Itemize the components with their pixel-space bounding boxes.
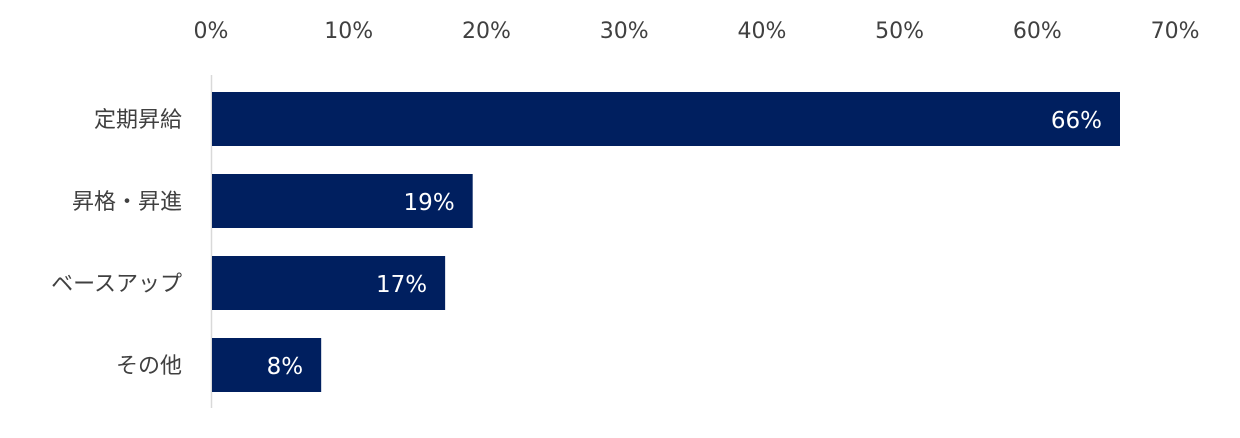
x-tick-label: 50% [875, 19, 924, 44]
bar [212, 174, 473, 228]
category-label: ベースアップ [51, 272, 182, 297]
category-label: その他 [116, 354, 182, 379]
category-label: 定期昇給 [94, 108, 182, 133]
x-tick-label: 0% [194, 19, 229, 44]
category-label: 昇格・昇進 [72, 190, 182, 215]
x-tick-label: 30% [600, 19, 649, 44]
data-label: 19% [404, 190, 455, 216]
data-label: 8% [267, 354, 304, 380]
x-tick-label: 60% [1013, 19, 1062, 44]
bar [212, 338, 322, 392]
x-tick-label: 20% [462, 19, 511, 44]
x-tick-label: 40% [737, 19, 786, 44]
x-tick-label: 70% [1151, 19, 1200, 44]
data-label: 66% [1051, 108, 1102, 134]
bar [212, 256, 446, 310]
bar [212, 92, 1120, 146]
data-label: 17% [376, 272, 427, 298]
x-tick-label: 10% [324, 19, 373, 44]
